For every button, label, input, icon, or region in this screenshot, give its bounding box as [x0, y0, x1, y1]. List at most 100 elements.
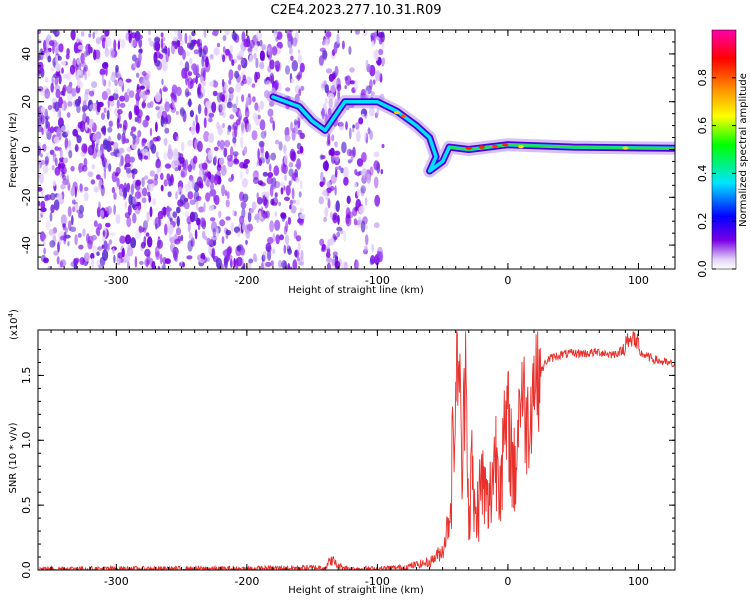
noise-blob — [167, 191, 172, 198]
noise-blob — [252, 176, 260, 185]
noise-blob — [40, 90, 45, 96]
noise-blob — [148, 185, 154, 193]
noise-blob — [74, 98, 81, 107]
noise-blob — [161, 48, 168, 54]
noise-blob — [74, 144, 79, 153]
noise-blob — [267, 249, 272, 261]
noise-blob — [67, 206, 72, 217]
noise-blob — [67, 241, 70, 247]
noise-blob — [364, 197, 368, 206]
noise-blob — [137, 130, 142, 138]
noise-blob — [132, 39, 138, 49]
noise-blob — [155, 223, 158, 230]
noise-blob — [216, 42, 221, 48]
noise-blob — [368, 106, 375, 117]
noise-blob — [102, 160, 106, 168]
noise-blob — [62, 178, 69, 186]
noise-blob — [104, 47, 110, 58]
noise-blob — [355, 259, 360, 269]
noise-blob — [276, 31, 283, 40]
noise-blob — [88, 118, 95, 129]
noise-blob — [177, 30, 181, 40]
snr-series-polyline — [38, 331, 675, 570]
noise-blob — [97, 246, 103, 251]
noise-blob — [355, 122, 360, 130]
noise-blob — [298, 191, 302, 198]
noise-blob — [43, 257, 49, 264]
noise-blob — [225, 229, 232, 236]
noise-blob — [262, 171, 268, 177]
noise-blob — [338, 121, 345, 131]
noise-blob — [54, 146, 60, 151]
noise-blob — [327, 198, 331, 209]
noise-blob — [162, 257, 168, 264]
noise-blob — [96, 259, 100, 267]
noise-blob — [47, 104, 53, 111]
noise-blob — [205, 192, 211, 202]
noise-blob — [110, 232, 116, 237]
noise-blob — [321, 115, 327, 121]
noise-blob — [218, 104, 223, 113]
noise-blob — [146, 211, 150, 223]
noise-blob — [326, 262, 331, 269]
noise-blob — [197, 224, 201, 231]
noise-blob — [112, 247, 115, 254]
noise-blob — [82, 112, 87, 125]
noise-blob — [265, 242, 272, 252]
noise-blob — [267, 47, 271, 56]
noise-blob — [164, 223, 168, 236]
y-tick-label: 0.0 — [20, 561, 33, 579]
noise-blob — [332, 72, 336, 80]
noise-blob — [60, 214, 67, 226]
noise-blob — [345, 121, 348, 131]
noise-blob — [247, 211, 252, 223]
noise-blob — [138, 152, 143, 160]
noise-blob — [40, 106, 46, 113]
noise-blob — [355, 130, 361, 143]
noise-blob — [115, 64, 119, 73]
noise-blob — [297, 54, 302, 64]
noise-blob — [292, 259, 298, 269]
noise-blob — [238, 109, 241, 119]
noise-blob — [203, 202, 206, 213]
noise-blob — [238, 115, 241, 123]
noise-blob — [49, 192, 56, 201]
noise-blob — [163, 137, 168, 146]
noise-blob — [324, 30, 331, 38]
noise-blob — [223, 147, 228, 158]
noise-blob — [254, 71, 258, 84]
noise-blob — [118, 79, 123, 88]
noise-blob — [92, 133, 97, 141]
noise-blob — [189, 57, 193, 65]
noise-blob — [214, 146, 219, 151]
noise-blob — [80, 151, 86, 157]
noise-blob — [61, 67, 64, 74]
noise-blob — [178, 156, 185, 164]
noise-blob — [176, 206, 181, 214]
noise-blob — [323, 216, 327, 223]
noise-blob — [47, 265, 52, 269]
noise-blob — [198, 43, 203, 54]
noise-blob — [300, 85, 305, 91]
noise-blob — [173, 150, 179, 162]
noise-blob — [291, 59, 298, 72]
noise-blob — [222, 250, 228, 256]
exponent-power: 4 — [7, 312, 15, 317]
noise-blob — [186, 80, 191, 90]
noise-blob — [322, 176, 326, 185]
noise-blob — [276, 41, 283, 50]
noise-blob — [251, 201, 257, 211]
noise-blob — [38, 173, 45, 185]
noise-blob — [299, 180, 303, 190]
noise-blob — [149, 127, 153, 137]
x-tick-label: -300 — [104, 274, 129, 287]
noise-blob — [361, 113, 365, 119]
noise-blob — [283, 244, 287, 254]
noise-blob — [78, 204, 85, 214]
noise-blob — [167, 224, 174, 235]
noise-blob — [116, 99, 120, 109]
noise-blob — [62, 223, 66, 228]
noise-blob — [127, 30, 132, 37]
noise-blob — [180, 168, 187, 178]
noise-blob — [251, 83, 256, 88]
